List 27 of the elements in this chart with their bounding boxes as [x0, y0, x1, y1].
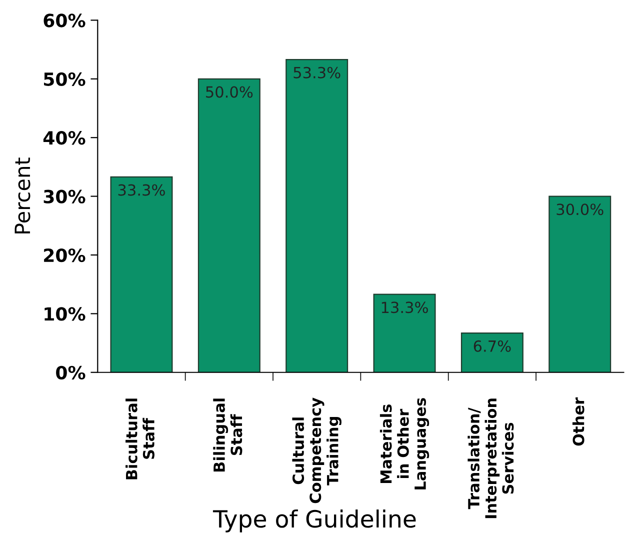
bar [198, 78, 260, 372]
bar [110, 176, 173, 372]
y-tick-label: 0% [56, 366, 86, 380]
data-label: 33.3% [118, 184, 165, 196]
y-tick-label: 10% [44, 307, 86, 321]
bar [548, 196, 612, 372]
x-tick-label: Other [572, 397, 584, 446]
data-label: 53.3% [294, 66, 340, 78]
x-axis-title: Type of Guideline [212, 510, 416, 532]
data-label: 30.0% [556, 204, 604, 216]
data-label: 6.7% [474, 340, 511, 352]
y-tick-label: 60% [44, 14, 86, 28]
x-tick-label: Translation/ Interpretation Services [468, 398, 514, 518]
y-tick-label: 30% [44, 190, 86, 204]
x-tick-label: Bilingual Staff [213, 398, 242, 472]
y-tick-label: 50% [44, 72, 86, 86]
bar [373, 294, 436, 372]
y-axis-title: Percent [14, 158, 30, 234]
x-tick-label: Materials in Other Languages [380, 398, 430, 490]
bar [286, 58, 348, 372]
x-tick-label: Bicultural Staff [126, 398, 154, 480]
data-label: 13.3% [382, 302, 428, 314]
x-tick-label: Cultural Competency Training [292, 398, 342, 504]
y-tick-label: 40% [43, 131, 86, 145]
data-label: 50.0% [206, 86, 253, 98]
bar [460, 332, 524, 372]
y-tick-label: 20% [44, 248, 86, 262]
